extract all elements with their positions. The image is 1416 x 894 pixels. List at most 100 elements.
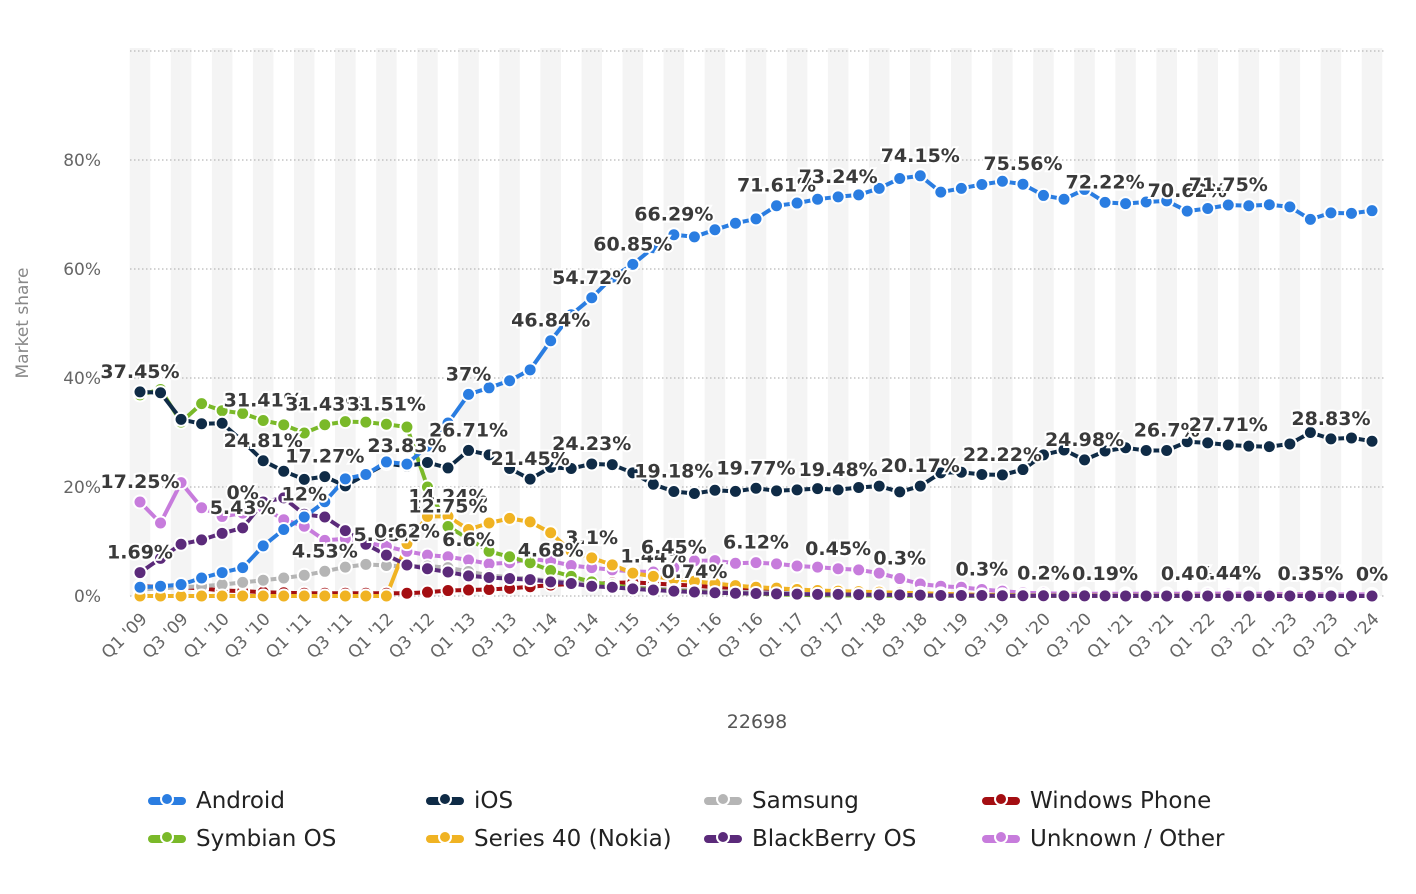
legend-item[interactable]: Android [148, 786, 285, 816]
data-point[interactable] [1200, 588, 1216, 604]
data-point[interactable] [810, 191, 826, 207]
data-point[interactable] [1302, 211, 1318, 227]
data-point[interactable] [748, 480, 764, 496]
data-point[interactable] [1343, 588, 1359, 604]
data-point[interactable] [912, 168, 928, 184]
data-point[interactable] [645, 240, 661, 256]
data-point[interactable] [604, 579, 620, 595]
data-point[interactable] [830, 561, 846, 577]
data-point[interactable] [789, 195, 805, 211]
data-point[interactable] [1118, 440, 1134, 456]
data-point[interactable] [830, 482, 846, 498]
data-point[interactable] [461, 386, 477, 402]
data-point[interactable] [727, 555, 743, 571]
data-point[interactable] [686, 553, 702, 569]
data-point[interactable] [830, 189, 846, 205]
data-point[interactable] [481, 447, 497, 463]
data-point[interactable] [194, 500, 210, 516]
data-point[interactable] [1159, 193, 1175, 209]
data-point[interactable] [337, 559, 353, 575]
data-point[interactable] [1302, 588, 1318, 604]
data-point[interactable] [214, 565, 230, 581]
data-point[interactable] [686, 229, 702, 245]
data-point[interactable] [563, 460, 579, 476]
data-point[interactable] [337, 414, 353, 430]
data-point[interactable] [173, 536, 189, 552]
data-point[interactable] [419, 438, 435, 454]
data-point[interactable] [543, 333, 559, 349]
data-point[interactable] [666, 483, 682, 499]
data-point[interactable] [296, 471, 312, 487]
data-point[interactable] [214, 588, 230, 604]
data-point[interactable] [769, 483, 785, 499]
data-point[interactable] [440, 415, 456, 431]
data-point[interactable] [974, 466, 990, 482]
data-point[interactable] [933, 587, 949, 603]
data-point[interactable] [173, 411, 189, 427]
data-point[interactable] [1282, 588, 1298, 604]
data-point[interactable] [522, 471, 538, 487]
data-point[interactable] [317, 588, 333, 604]
data-point[interactable] [194, 416, 210, 432]
data-point[interactable] [440, 583, 456, 599]
data-point[interactable] [707, 222, 723, 238]
data-point[interactable] [153, 550, 169, 566]
data-point[interactable] [666, 583, 682, 599]
data-point[interactable] [440, 564, 456, 580]
data-point[interactable] [502, 571, 518, 587]
data-point[interactable] [1179, 434, 1195, 450]
data-point[interactable] [132, 579, 148, 595]
data-point[interactable] [132, 494, 148, 510]
data-point[interactable] [769, 556, 785, 572]
data-point[interactable] [235, 433, 251, 449]
data-point[interactable] [912, 587, 928, 603]
data-point[interactable] [1282, 199, 1298, 215]
data-point[interactable] [748, 586, 764, 602]
data-point[interactable] [1015, 588, 1031, 604]
data-point[interactable] [296, 567, 312, 583]
data-point[interactable] [481, 380, 497, 396]
data-point[interactable] [317, 532, 333, 548]
data-point[interactable] [481, 543, 497, 559]
data-point[interactable] [584, 550, 600, 566]
data-point[interactable] [1056, 191, 1072, 207]
data-point[interactable] [378, 588, 394, 604]
data-point[interactable] [1200, 435, 1216, 451]
data-point[interactable] [1323, 205, 1339, 221]
data-point[interactable] [358, 466, 374, 482]
data-point[interactable] [686, 584, 702, 600]
data-point[interactable] [235, 405, 251, 421]
data-point[interactable] [953, 464, 969, 480]
data-point[interactable] [276, 490, 292, 506]
data-point[interactable] [1200, 201, 1216, 217]
data-point[interactable] [358, 414, 374, 430]
data-point[interactable] [358, 536, 374, 552]
data-point[interactable] [194, 570, 210, 586]
data-point[interactable] [892, 484, 908, 500]
data-point[interactable] [953, 587, 969, 603]
data-point[interactable] [276, 417, 292, 433]
data-point[interactable] [1261, 588, 1277, 604]
legend-item[interactable]: BlackBerry OS [704, 824, 916, 854]
data-point[interactable] [378, 416, 394, 432]
data-point[interactable] [1138, 442, 1154, 458]
data-point[interactable] [173, 475, 189, 491]
data-point[interactable] [1323, 431, 1339, 447]
data-point[interactable] [563, 307, 579, 323]
data-point[interactable] [276, 588, 292, 604]
data-point[interactable] [1364, 433, 1380, 449]
data-point[interactable] [769, 586, 785, 602]
data-point[interactable] [1323, 588, 1339, 604]
data-point[interactable] [1056, 588, 1072, 604]
data-point[interactable] [522, 555, 538, 571]
data-point[interactable] [235, 505, 251, 521]
data-point[interactable] [645, 582, 661, 598]
data-point[interactable] [974, 177, 990, 193]
data-point[interactable] [502, 549, 518, 565]
data-point[interactable] [871, 180, 887, 196]
data-point[interactable] [686, 486, 702, 502]
data-point[interactable] [522, 362, 538, 378]
data-point[interactable] [1097, 194, 1113, 210]
data-point[interactable] [214, 508, 230, 524]
data-point[interactable] [707, 482, 723, 498]
